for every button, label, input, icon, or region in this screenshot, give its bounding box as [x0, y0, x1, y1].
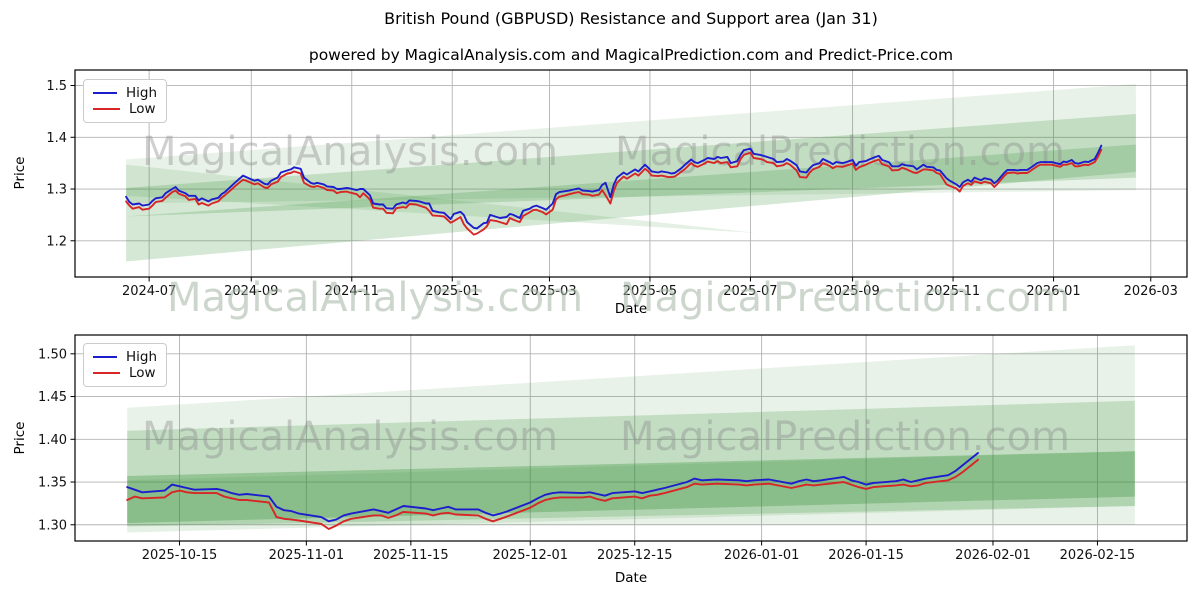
descending-area-band	[126, 164, 758, 233]
x-tick-label: 2025-05	[623, 284, 677, 299]
y-tick-label: 1.50	[38, 347, 67, 362]
y-tick-label: 1.40	[38, 433, 67, 448]
chart-title: British Pound (GBPUSD) Resistance and Su…	[384, 9, 878, 28]
low-line	[125, 148, 1103, 236]
high-line	[126, 452, 979, 523]
y-tick-label: 1.4	[46, 131, 67, 146]
support-fan-band	[126, 144, 1136, 262]
y-tick-label: 1.30	[38, 518, 67, 533]
x-tick-label: 2024-07	[122, 284, 176, 299]
legend-item-low: Low	[93, 365, 157, 381]
high-line-swatch	[93, 356, 117, 358]
legend-bottom-chart: High Low	[83, 343, 167, 387]
x-tick-label: 2026-01-15	[828, 548, 904, 563]
resistance-area-light-band	[127, 345, 1135, 525]
legend-item-low: Low	[93, 101, 157, 117]
x-tick-label: 2026-01	[1026, 284, 1080, 299]
low-line	[126, 458, 979, 530]
x-tick-label: 2025-11-15	[373, 548, 449, 563]
y-tick-label: 1.45	[38, 390, 67, 405]
x-tick-label: 2025-11-01	[269, 548, 345, 563]
watermark-analysis: MagicalAnalysis.com	[142, 414, 558, 460]
legend-label-low: Low	[129, 365, 156, 381]
y-tick-label: 1.35	[38, 476, 67, 491]
x-tick-label: 2026-02-15	[1060, 548, 1136, 563]
plot-border	[74, 69, 1188, 278]
chart-subtitle: powered by MagicalAnalysis.com and Magic…	[308, 46, 954, 64]
low-line-swatch	[93, 108, 120, 110]
support-core-band	[127, 451, 1135, 523]
watermark-analysis-axis: MagicalAnalysis.com	[167, 275, 583, 321]
high-line	[125, 144, 1103, 230]
legend-top-chart: High Low	[83, 79, 167, 123]
y-axis-label: Price	[12, 422, 28, 455]
plot-border	[74, 334, 1188, 542]
mid-area-band	[127, 400, 1135, 527]
x-axis-label: Date	[615, 570, 647, 586]
x-tick-label: 2026-02-01	[955, 548, 1031, 563]
x-tick-label: 2025-09	[825, 284, 879, 299]
x-tick-label: 2025-11	[926, 284, 980, 299]
x-tick-label: 2026-03	[1124, 284, 1178, 299]
high-line-swatch	[93, 92, 117, 94]
legend-item-high: High	[93, 349, 157, 365]
mid-area-band	[126, 114, 1136, 217]
x-tick-label: 2025-12-15	[597, 548, 673, 563]
x-tick-label: 2025-12-01	[492, 548, 568, 563]
y-tick-label: 1.2	[46, 234, 67, 249]
legend-label-high: High	[125, 349, 157, 365]
legend-label-low: Low	[129, 101, 156, 117]
legend-item-high: High	[93, 85, 157, 101]
x-tick-label: 2025-10-15	[142, 548, 218, 563]
x-axis-label: Date	[615, 301, 647, 317]
x-tick-label: 2026-01-01	[724, 548, 800, 563]
y-axis-label: Price	[12, 157, 28, 190]
watermark-analysis: MagicalAnalysis.com	[142, 129, 558, 175]
x-tick-label: 2024-09	[224, 284, 278, 299]
y-tick-label: 1.3	[46, 183, 67, 198]
legend-label-high: High	[125, 85, 157, 101]
x-tick-label: 2025-07	[723, 284, 777, 299]
x-tick-label: 2025-01	[425, 284, 479, 299]
y-tick-label: 1.5	[46, 79, 67, 94]
low-line-swatch	[93, 372, 120, 374]
watermark-prediction-axis: MagicalPrediction.com	[620, 275, 1070, 321]
watermark-prediction: MagicalPrediction.com	[620, 414, 1070, 460]
x-tick-label: 2025-03	[522, 284, 576, 299]
resistance-area-light-band	[126, 84, 1136, 204]
x-tick-label: 2024-11	[325, 284, 379, 299]
